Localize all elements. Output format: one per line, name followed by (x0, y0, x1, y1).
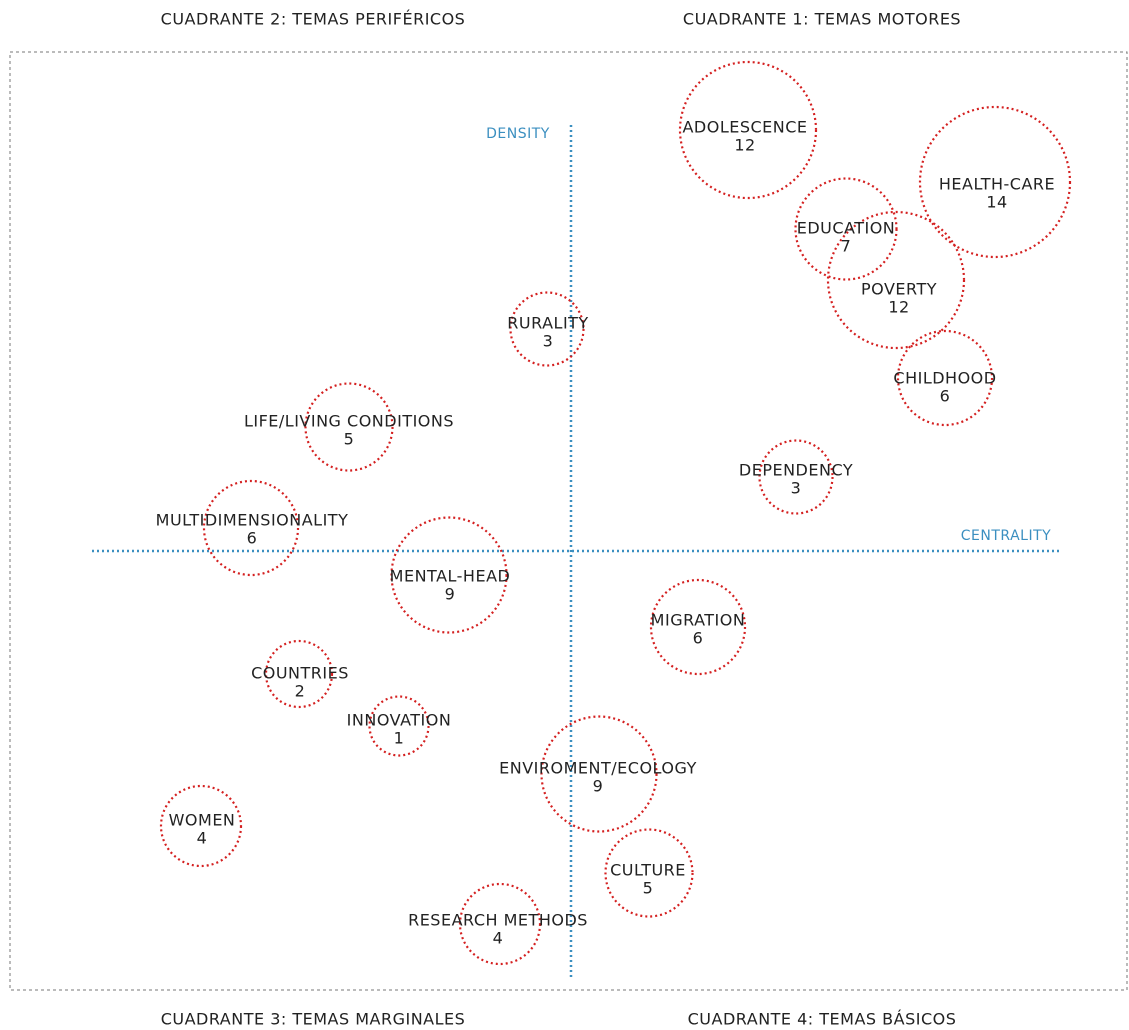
bubble (896, 329, 994, 427)
node-label: MENTAL-HEAD (390, 567, 511, 586)
bubble (159, 784, 243, 868)
node-value: 6 (247, 529, 258, 548)
node-label: ENVIROMENT/ECOLOGY (499, 759, 697, 778)
node-label: MIGRATION (651, 611, 746, 630)
quadrant-title: CUADRANTE 2: TEMAS PERIFÉRICOS (161, 10, 466, 29)
node-value: 6 (693, 629, 704, 648)
quadrant-title: CUADRANTE 3: TEMAS MARGINALES (161, 1010, 466, 1029)
axis-label: DENSITY (486, 126, 550, 142)
axis-label: CENTRALITY (961, 528, 1051, 544)
node-label: RESEARCH METHODS (408, 911, 588, 930)
node-label: POVERTY (861, 280, 937, 299)
bubble (826, 210, 966, 350)
node-label: WOMEN (169, 811, 236, 830)
node-value: 12 (734, 136, 755, 155)
node-value: 9 (593, 777, 604, 796)
node-value: 7 (841, 237, 852, 256)
node-label: HEALTH-CARE (939, 175, 1055, 194)
bubble (458, 882, 542, 966)
node-value: 5 (643, 879, 654, 898)
node-value: 9 (445, 585, 456, 604)
node-value: 3 (791, 479, 802, 498)
bubble (794, 177, 898, 281)
node-value: 2 (295, 682, 306, 701)
bubble (540, 715, 658, 833)
node-label: EDUCATION (797, 219, 896, 238)
bubble (368, 695, 430, 757)
node-value: 1 (394, 729, 405, 748)
bubble (509, 291, 585, 367)
node-value: 14 (986, 193, 1007, 212)
node-label: LIFE/LIVING CONDITIONS (244, 412, 454, 431)
bubble (918, 105, 1072, 259)
quadrant-title: CUADRANTE 4: TEMAS BÁSICOS (688, 1010, 957, 1029)
bubble (678, 60, 818, 200)
node-value: 3 (543, 332, 554, 351)
bubble (758, 439, 834, 515)
node-label: INNOVATION (347, 711, 452, 730)
bubble (202, 479, 300, 577)
quadrant-title: CUADRANTE 1: TEMAS MOTORES (683, 10, 961, 29)
bubble (649, 578, 747, 676)
bubble (304, 382, 394, 472)
node-label: CULTURE (610, 861, 686, 880)
node-value: 6 (940, 387, 951, 406)
node-value: 5 (344, 430, 355, 449)
node-label: DEPENDENCY (739, 461, 853, 480)
node-label: CHILDHOOD (893, 369, 996, 388)
node-label: ADOLESCENCE (682, 118, 807, 137)
bubble (604, 828, 694, 918)
node-value: 12 (888, 298, 909, 317)
frame (9, 51, 1128, 991)
node-label: MULTIDIMENSIONALITY (156, 511, 349, 530)
node-value: 4 (197, 829, 208, 848)
bubble (390, 516, 508, 634)
node-label: COUNTRIES (251, 664, 349, 683)
bubble (264, 639, 334, 709)
node-value: 4 (493, 929, 504, 948)
node-label: RURALITY (507, 314, 588, 333)
